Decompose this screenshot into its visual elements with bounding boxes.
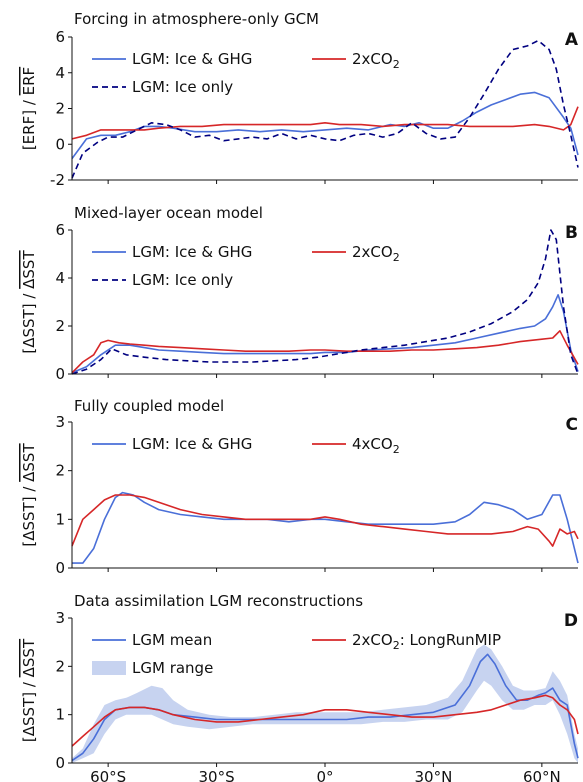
y-axis-label: [ΔSST] / ΔSST [20,250,38,354]
y-tick-label: 0 [55,559,65,577]
legend-label: 4xCO2 [352,435,400,456]
legend-label: LGM mean [132,631,212,649]
y-tick-label: 1 [55,706,65,724]
y-tick-label: -2 [50,171,65,189]
y-axis-label-main: [ΔSST] / [20,289,38,354]
legend-text-main: 2xCO [352,50,393,68]
y-axis-label-bar: ΔSST [20,443,38,482]
y-tick-label: 6 [55,28,65,46]
series-line-2 [71,229,579,375]
y-tick-label: 2 [55,462,65,480]
y-tick-label: 4 [55,64,65,82]
panel-letter: D [564,611,578,631]
panel-letter: B [565,223,578,243]
series-line-1 [71,694,579,747]
legend-label: 2xCO2 [352,243,400,264]
y-axis-label-bar: ΔSST [20,638,38,677]
series-line-0 [71,294,579,374]
y-tick-label: 0 [55,365,65,383]
x-tick-label: 30°S [199,768,235,782]
y-tick-label: 3 [55,413,65,431]
y-axis-label-bar: ΔSST [20,250,38,289]
legend-text-main: LGM range [132,659,213,677]
legend-text-main: LGM mean [132,631,212,649]
panel-title: Mixed-layer ocean model [74,204,263,222]
series-line-0 [71,91,579,160]
legend-text-main: 2xCO [352,243,393,261]
y-tick-label: 2 [55,100,65,118]
x-tick-label: 60°S [90,768,126,782]
legend-text-sub: 2 [393,58,400,71]
series-line-1 [71,106,579,140]
legend-text-main: LGM: Ice & GHG [132,50,252,68]
panel-d: Data assimilation LGM reconstructions D 0 1… [20,592,579,782]
legend-patch [92,661,126,675]
panel-title: Data assimilation LGM reconstructions [74,592,363,610]
x-tick-label: 0° [316,768,333,782]
legend-label: LGM: Ice & GHG [132,435,252,453]
y-tick-label: 4 [55,269,65,287]
legend-label: 2xCO2 [352,50,400,71]
y-axis-label: [ΔSST] / ΔSST [20,443,38,547]
legend-text-main: LGM: Ice & GHG [132,243,252,261]
y-tick-label: 3 [55,609,65,627]
y-tick-label: 2 [55,317,65,335]
series-line-1 [71,330,579,374]
legend-text-sub: 2 [393,639,400,652]
y-axis-label-main: [ΔSST] / [20,482,38,547]
panel-letter: A [565,30,579,50]
x-tick-label: 60°N [523,768,561,782]
legend-label: LGM: Ice & GHG [132,243,252,261]
y-axis-label-bar: ERF [20,67,38,96]
range-band [72,644,578,763]
legend-label: LGM: Ice & GHG [132,50,252,68]
y-axis-label: [ERF] / ERF [20,67,38,150]
y-axis-label-main: [ERF] / [20,95,38,150]
legend-label: 2xCO2: LongRunMIP [352,631,501,652]
y-tick-label: 2 [55,657,65,675]
legend-label: LGM: Ice only [132,271,233,289]
panel-c: Fully coupled model C 0 1 2 3 [ΔSST] / ΔSST LGM… [20,397,579,577]
panel-a: Forcing in atmosphere-only GCM A -2 0 2 4 6 [ER… [20,10,579,189]
legend-text-sub: 2 [393,251,400,264]
y-tick-label: 0 [55,135,65,153]
y-tick-label: 6 [55,221,65,239]
legend-text-main: LGM: Ice only [132,271,233,289]
panel-letter: C [566,415,578,435]
legend-text-main: 4xCO [352,435,393,453]
legend-label: LGM range [132,659,213,677]
panel-title: Fully coupled model [74,397,224,415]
legend-text-main: 2xCO [352,631,393,649]
series-line-1 [71,494,579,547]
y-tick-label: 0 [55,754,65,772]
legend-text-sub: 2 [393,443,400,456]
x-tick-label: 30°N [415,768,453,782]
panel-title: Forcing in atmosphere-only GCM [74,10,319,28]
series-line-0 [72,491,579,564]
y-axis-label: [ΔSST] / ΔSST [20,638,38,742]
legend-text-tail: : LongRunMIP [400,631,501,649]
y-tick-label: 1 [55,510,65,528]
legend-text-main: LGM: Ice & GHG [132,435,252,453]
y-axis-label-main: [ΔSST] / [20,677,38,742]
panel-b: Mixed-layer ocean model B 0 2 4 6 [ΔSST] / ΔSS… [20,204,579,383]
legend-label: LGM: Ice only [132,78,233,96]
legend-text-main: LGM: Ice only [132,78,233,96]
